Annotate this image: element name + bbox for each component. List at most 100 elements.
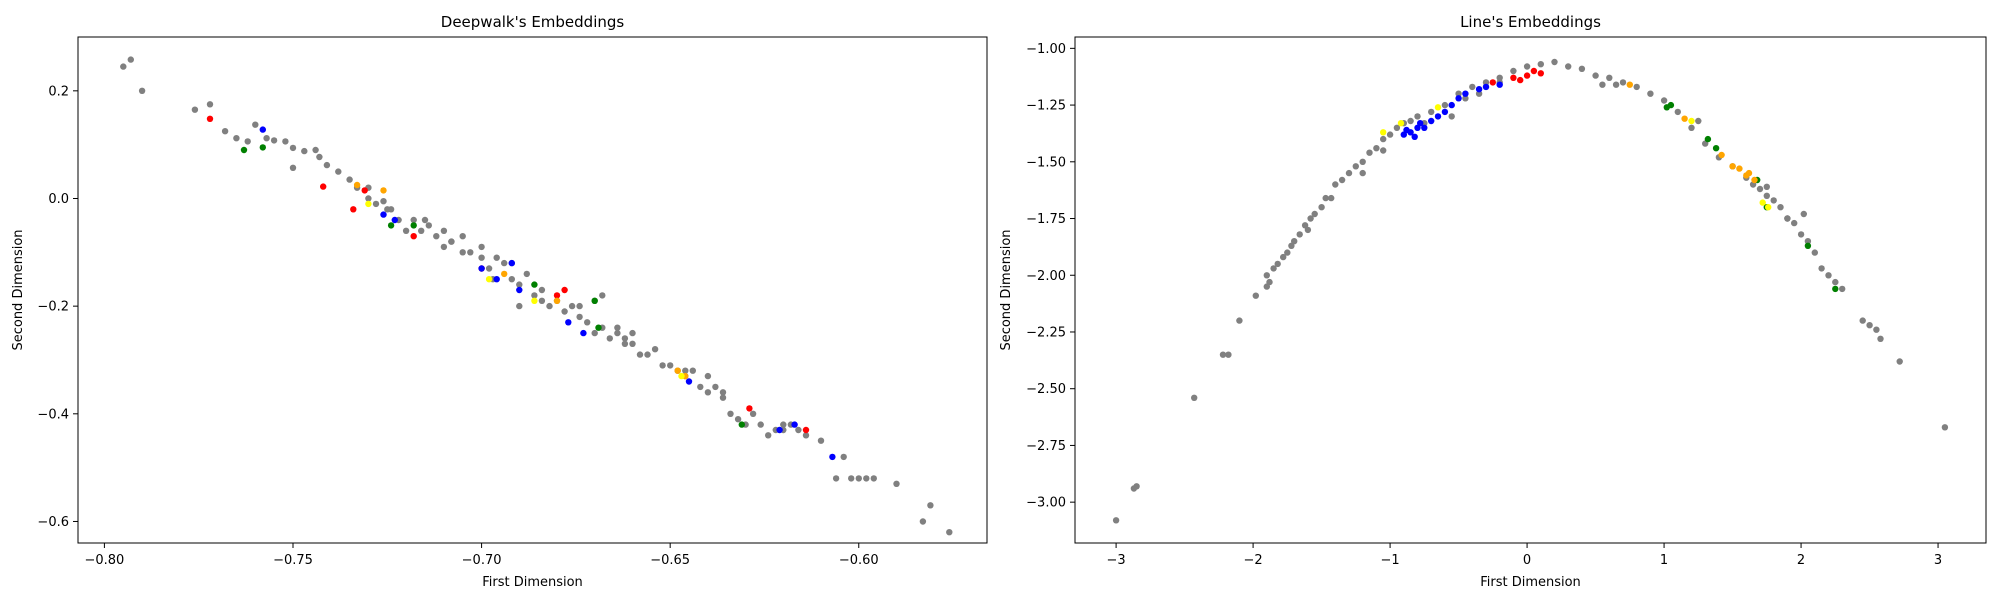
y-tick-label: −1.75 [1026, 212, 1066, 227]
scatter-point-grey [546, 302, 553, 310]
scatter-point-blue [580, 329, 587, 337]
y-tick-label: −1.25 [1026, 99, 1066, 114]
scatter-point-blue [685, 378, 693, 385]
scatter-point-grey [301, 147, 308, 155]
scatter-point-red [320, 183, 327, 190]
scatter-point-orange [1736, 165, 1743, 172]
scatter-point-grey [1441, 101, 1449, 109]
scatter-point-grey [282, 138, 289, 145]
scatter-point-grey [221, 128, 229, 135]
scatter-point-grey [1318, 204, 1325, 211]
scatter-point-grey [1660, 97, 1668, 104]
scatter-point-red [350, 206, 357, 213]
scatter-point-grey [433, 233, 440, 240]
scatter-point-orange [1729, 163, 1736, 170]
x-axis-label: First Dimension [482, 575, 583, 590]
scatter-point-red [1537, 70, 1545, 77]
scatter-point-green [595, 324, 602, 331]
scatter-point-orange [1751, 176, 1758, 184]
scatter-point-grey [1270, 265, 1277, 272]
scatter-point-blue [478, 265, 485, 272]
scatter-point-red [361, 187, 368, 194]
scatter-point-grey [1825, 272, 1832, 279]
y-tick-label: −2.75 [1026, 439, 1066, 454]
line-panel: −3 −2 −1 0 1 2 3 −3.00 −2.75 −2.50 −2.25 −2.00 −1.75… [999, 13, 1987, 590]
scatter-point-grey [1263, 283, 1271, 290]
scatter-point-green [1832, 285, 1839, 293]
scatter-point-grey [621, 340, 629, 347]
x-axis-label: First Dimension [1480, 575, 1581, 590]
scatter-point-grey [1304, 226, 1312, 234]
y-tick-label: −0.4 [37, 407, 69, 422]
scatter-point-grey [1225, 351, 1232, 358]
scatter-point-grey [467, 249, 474, 256]
scatter-point-grey [636, 351, 644, 358]
scatter-point-grey [1811, 249, 1819, 256]
scatter-point-grey [1896, 358, 1903, 365]
scatter-point-green [387, 222, 395, 229]
scatter-point-grey [459, 249, 466, 256]
scatter-point-grey [372, 200, 380, 208]
scatter-point-grey [1866, 322, 1873, 329]
scatter-point-blue [1428, 117, 1435, 125]
scatter-point-grey [614, 324, 621, 331]
x-tick-label: 3 [1934, 553, 1942, 568]
scatter-point-grey [316, 153, 323, 161]
scatter-point-grey [440, 243, 448, 251]
scatter-point-red [1530, 67, 1538, 75]
plot-frame [77, 36, 988, 544]
scatter-point-grey [795, 426, 802, 434]
scatter-point-grey [289, 144, 297, 152]
scatter-point-grey [1496, 74, 1503, 82]
scatter-point-grey [1619, 79, 1627, 86]
scatter-point-grey [425, 222, 432, 229]
scatter-point-grey [927, 502, 934, 509]
scatter-point-grey [629, 340, 636, 347]
y-tick-label: −0.6 [37, 515, 69, 530]
scatter-point-grey [1373, 145, 1380, 152]
scatter-point-grey [289, 164, 297, 171]
scatter-point-grey [870, 475, 877, 482]
scatter-point-grey [1359, 169, 1366, 177]
scatter-point-blue [1462, 90, 1469, 97]
scatter-point-grey [1800, 210, 1808, 218]
scatter-point-grey [1291, 238, 1298, 245]
scatter-point-grey [893, 480, 900, 487]
scatter-point-grey [1301, 222, 1309, 229]
scatter-point-red [553, 292, 561, 299]
scatter-point-grey [538, 286, 546, 294]
scatter-point-grey [719, 394, 727, 401]
scatter-point-grey [1592, 72, 1599, 79]
scatter-point-grey [1797, 231, 1805, 238]
scatter-point-yellow [1434, 104, 1442, 111]
scatter-point-grey [1763, 183, 1771, 190]
scatter-point-grey [651, 346, 659, 353]
scatter-point-grey [1777, 204, 1784, 211]
scatter-point-blue [1417, 120, 1424, 127]
scatter-point-green [259, 144, 266, 151]
scatter-point-blue [1421, 124, 1428, 131]
y-tick-label: −1.50 [1026, 155, 1066, 170]
y-tick-label: 0.0 [48, 192, 69, 207]
scatter-point-yellow [1688, 117, 1695, 125]
scatter-point-grey [1322, 194, 1329, 202]
scatter-point-grey [1307, 215, 1314, 222]
scatter-point-grey [1695, 117, 1702, 125]
y-tick-label: −1.00 [1026, 42, 1066, 57]
scatter-point-grey [1263, 272, 1271, 279]
x-tick-label: −0.65 [650, 553, 690, 568]
scatter-point-red [802, 426, 810, 434]
scatter-point-yellow [531, 297, 538, 304]
scatter-point-red [1517, 76, 1524, 84]
scatter-point-green [531, 281, 538, 288]
scatter-point-red [746, 405, 753, 412]
scatter-point-blue [391, 216, 398, 224]
scatter-point-grey [1428, 108, 1435, 116]
scatter-point-grey [757, 421, 764, 428]
scatter-point-grey [1469, 83, 1476, 91]
scatter-point-green [410, 222, 417, 229]
scatter-point-grey [719, 389, 727, 396]
scatter-point-grey [712, 383, 719, 391]
scatter-point-blue [1482, 83, 1490, 91]
scatter-point-grey [1839, 285, 1846, 293]
